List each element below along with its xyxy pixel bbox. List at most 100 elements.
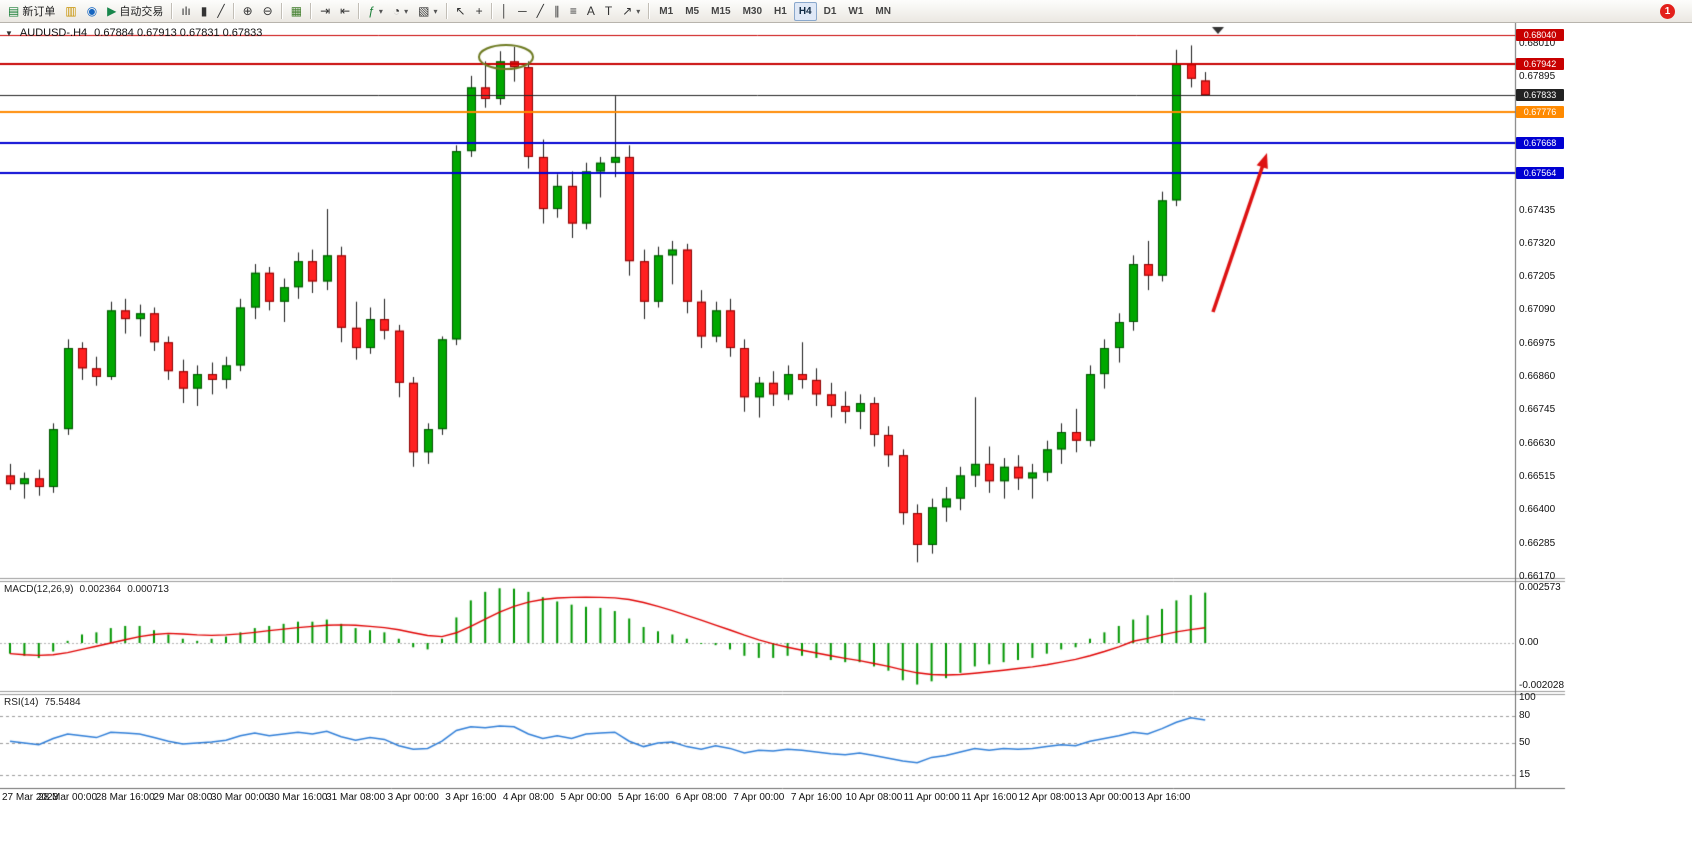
- macd-indicator-label: MACD(12,26,9) 0.002364 0.000713: [4, 584, 169, 595]
- toolbar-separator: [171, 3, 174, 19]
- price-axis-tick: 0.66515: [1519, 470, 1556, 482]
- zoom-out-button[interactable]: ⊖: [259, 2, 277, 21]
- zoom-out-icon: ⊖: [262, 4, 273, 18]
- periods-icon: ◔: [392, 4, 401, 18]
- timeframe-d1-button[interactable]: D1: [819, 2, 842, 21]
- price-axis-tick: 0.67205: [1519, 271, 1556, 283]
- chart-shift-button[interactable]: ⇤: [336, 2, 354, 21]
- tile-windows-button[interactable]: ▦: [287, 2, 306, 21]
- timeframe-m5-button[interactable]: M5: [680, 2, 704, 21]
- autotrading-label: 自动交易: [119, 6, 164, 18]
- toolbar-separator: [232, 3, 235, 19]
- time-axis-label: 28 Mar 00:00: [38, 792, 98, 803]
- crosshair-icon: +: [475, 4, 483, 18]
- trendline-icon: ╱: [536, 4, 544, 18]
- new-order-button[interactable]: ▤ 新订单: [4, 2, 59, 21]
- time-axis-label: 13 Apr 00:00: [1076, 792, 1133, 803]
- text-icon: A: [586, 4, 595, 18]
- horizontal-line-button[interactable]: ─: [514, 2, 531, 21]
- rsi-name: RSI(14): [4, 697, 39, 708]
- time-axis-label: 11 Apr 16:00: [961, 792, 1018, 803]
- macd-axis-tick: 0.00: [1519, 637, 1539, 648]
- toolbar-separator: [445, 3, 448, 19]
- trendline-button[interactable]: ╱: [533, 2, 548, 21]
- channel-icon: ∥: [553, 4, 560, 18]
- text-label-button[interactable]: T: [601, 2, 616, 21]
- autotrading-button[interactable]: ▶ 自动交易: [103, 2, 167, 21]
- price-axis-tick: 0.66630: [1519, 437, 1556, 449]
- price-axis-tick: 0.67435: [1519, 204, 1556, 216]
- bar-chart-button[interactable]: ılı: [177, 2, 194, 21]
- periods-button[interactable]: ◔ ▾: [389, 2, 412, 21]
- hline-price-label[interactable]: 0.67776: [1516, 105, 1564, 118]
- hline-price-label[interactable]: 0.67942: [1516, 57, 1564, 70]
- text-button[interactable]: A: [583, 2, 599, 21]
- hline-price-label[interactable]: 0.68040: [1516, 29, 1564, 42]
- templates-button[interactable]: ▧ ▾: [414, 2, 441, 21]
- price-axis-tick: 0.67895: [1519, 71, 1556, 83]
- time-axis-label: 7 Apr 00:00: [733, 792, 785, 803]
- community-button[interactable]: ◉: [83, 2, 101, 21]
- timeframe-m30-button[interactable]: M30: [738, 2, 767, 21]
- chevron-down-icon: ▾: [378, 6, 383, 16]
- zoom-in-icon: ⊕: [242, 4, 253, 18]
- price-axis-tick: 0.66400: [1519, 504, 1556, 516]
- toolbar-separator: [310, 3, 313, 19]
- time-axis-label: 28 Mar 16:00: [95, 792, 155, 803]
- charts-window-button[interactable]: ▥: [61, 2, 80, 21]
- timeframe-m15-button[interactable]: M15: [706, 2, 735, 21]
- rsi-axis-tick: 100: [1519, 692, 1536, 703]
- price-axis-tick: 0.66285: [1519, 537, 1556, 549]
- vertical-line-icon: │: [500, 4, 509, 18]
- zoom-in-button[interactable]: ⊕: [239, 2, 257, 21]
- line-chart-button[interactable]: ╱: [213, 2, 228, 21]
- notification-badge[interactable]: 1: [1660, 3, 1675, 19]
- chart-shift-icon: ⇤: [340, 4, 351, 18]
- time-axis-label: 30 Mar 16:00: [268, 792, 328, 803]
- price-axis[interactable]: 0.680100.678950.677800.676650.675500.674…: [1515, 22, 1692, 788]
- hline-price-label[interactable]: 0.67564: [1516, 167, 1564, 180]
- time-axis-label: 13 Apr 16:00: [1133, 792, 1191, 803]
- auto-scroll-button[interactable]: ⇥: [316, 2, 334, 21]
- timeframe-w1-button[interactable]: W1: [843, 2, 868, 21]
- time-axis[interactable]: 27 Mar 2023 28 Mar 00:00 28 Mar 16:00 29 Ma…: [0, 788, 1515, 812]
- macd-signal-value: 0.000713: [127, 584, 169, 595]
- macd-axis-tick: 0.002573: [1519, 582, 1561, 594]
- new-order-label: 新订单: [22, 6, 56, 18]
- one-click-trading-toggle[interactable]: ▼: [5, 28, 13, 38]
- fibonacci-button[interactable]: ≡: [566, 2, 581, 21]
- indicators-button[interactable]: ƒ ▾: [364, 2, 387, 21]
- time-axis-label: 5 Apr 00:00: [560, 792, 612, 803]
- time-axis-label: 7 Apr 16:00: [790, 792, 842, 803]
- toolbar-separator: [490, 3, 493, 19]
- timeframe-h4-button[interactable]: H4: [793, 1, 817, 21]
- rsi-axis-tick: 15: [1519, 768, 1531, 780]
- bar-chart-icon: ılı: [181, 4, 191, 18]
- timeframe-h1-button[interactable]: H1: [769, 2, 792, 21]
- bid-price-label[interactable]: 0.67833: [1516, 89, 1564, 102]
- vertical-line-button[interactable]: │: [497, 2, 513, 21]
- time-axis-label: 5 Apr 16:00: [618, 792, 670, 803]
- candlestick-chart-button[interactable]: ▮: [197, 2, 212, 21]
- rsi-axis-tick: 80: [1519, 710, 1531, 721]
- time-axis-label: 10 Apr 08:00: [845, 792, 903, 803]
- rsi-indicator-label: RSI(14) 75.5484: [4, 697, 81, 708]
- auto-scroll-icon: ⇥: [320, 4, 331, 18]
- crosshair-button[interactable]: +: [472, 2, 487, 21]
- cursor-icon: ↖: [455, 4, 466, 18]
- timeframe-mn-button[interactable]: MN: [870, 2, 896, 21]
- horizontal-line-icon: ─: [518, 4, 527, 18]
- chevron-down-icon: ▾: [636, 6, 641, 16]
- arrows-button[interactable]: ↗ ▾: [618, 2, 644, 21]
- indicators-icon: ƒ: [368, 4, 375, 18]
- hline-price-label[interactable]: 0.67668: [1516, 137, 1564, 150]
- cursor-button[interactable]: ↖: [452, 2, 470, 21]
- charts-window-icon: ▥: [65, 4, 77, 18]
- channel-button[interactable]: ∥: [550, 2, 564, 21]
- line-chart-icon: ╱: [217, 4, 225, 18]
- time-axis-label: 6 Apr 08:00: [675, 792, 727, 803]
- timeframe-m1-button[interactable]: M1: [654, 2, 678, 21]
- price-axis-tick: 0.66860: [1519, 371, 1556, 382]
- time-axis-label: 30 Mar 00:00: [210, 792, 270, 803]
